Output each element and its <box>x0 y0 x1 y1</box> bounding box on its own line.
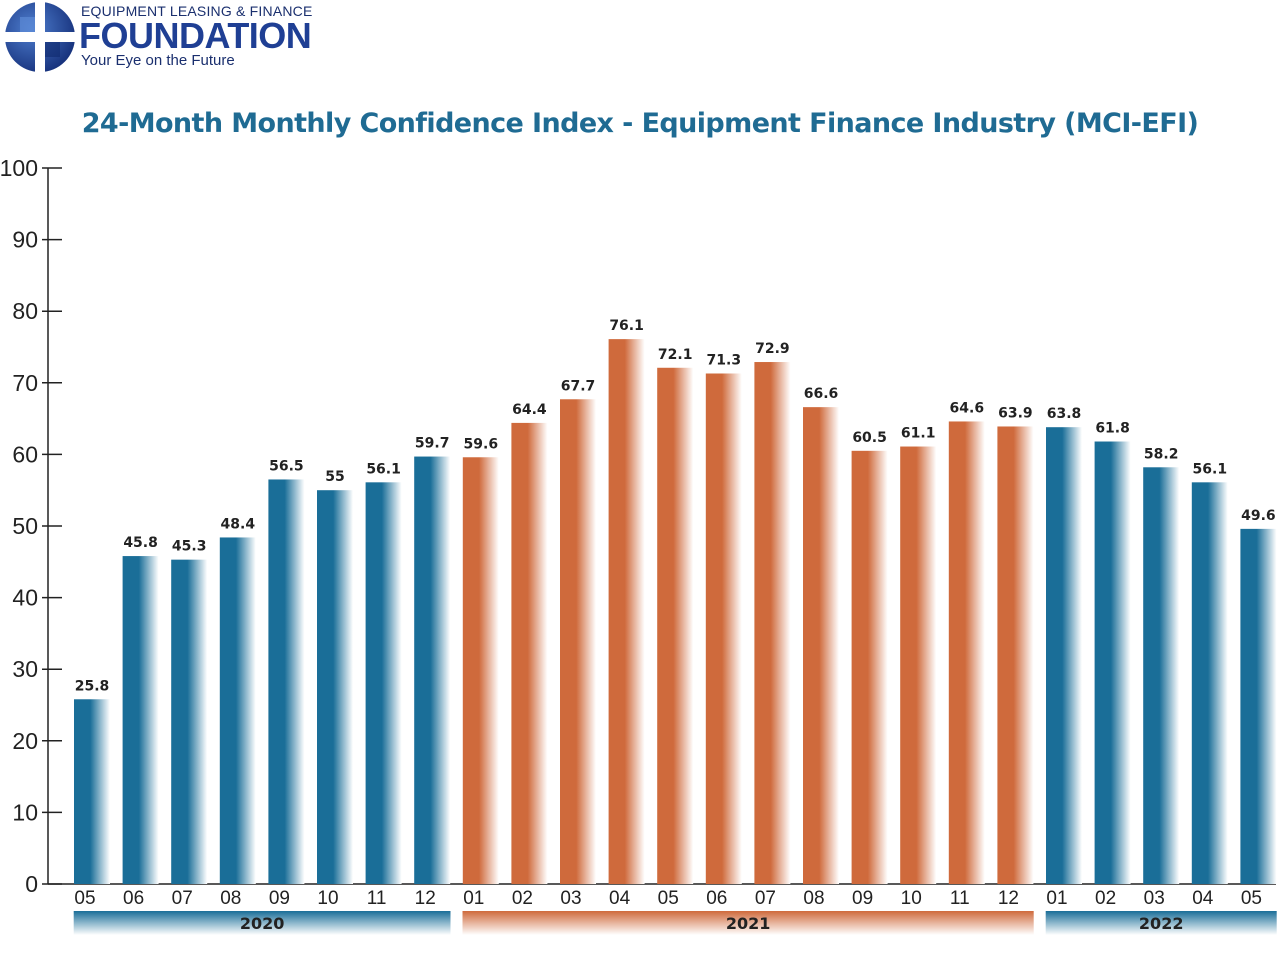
bar <box>268 479 305 884</box>
data-label: 55 <box>325 469 344 485</box>
x-tick-label: 03 <box>560 888 581 909</box>
bar <box>657 367 694 884</box>
bar <box>1143 467 1180 884</box>
year-band <box>462 911 1034 935</box>
x-tick-label: 04 <box>609 888 631 909</box>
bar <box>803 407 839 884</box>
x-tick-label: 09 <box>852 888 873 909</box>
x-tick-label: 07 <box>172 888 193 909</box>
data-label: 61.1 <box>901 426 936 442</box>
foundation-logo: EQUIPMENT LEASING & FINANCE FOUNDATION Y… <box>0 0 340 80</box>
data-label: 64.6 <box>950 400 985 416</box>
bar <box>948 421 985 884</box>
bar <box>608 339 645 884</box>
x-tick-label: 07 <box>755 888 776 909</box>
y-tick-label: 10 <box>12 799 38 825</box>
data-label: 60.5 <box>852 430 887 446</box>
data-label: 61.8 <box>1095 421 1130 437</box>
x-tick-label: 10 <box>317 888 338 909</box>
data-label: 59.6 <box>464 436 499 452</box>
x-tick-label: 01 <box>1046 888 1067 909</box>
data-label: 56.1 <box>366 461 401 477</box>
bar <box>851 450 888 884</box>
y-tick-label: 30 <box>12 656 38 682</box>
x-tick-label: 11 <box>367 888 387 909</box>
data-label: 45.8 <box>123 535 158 551</box>
x-tick-label: 12 <box>998 888 1019 909</box>
bar <box>705 373 742 884</box>
x-tick-label: 02 <box>1095 888 1116 909</box>
x-tick-label: 11 <box>950 888 970 909</box>
globe-logo-icon <box>5 2 75 72</box>
data-label: 63.8 <box>1047 406 1082 422</box>
bar <box>74 699 110 884</box>
x-tick-label: 08 <box>220 888 241 909</box>
bar <box>997 426 1034 884</box>
y-tick-label: 60 <box>12 441 38 467</box>
data-label: 64.4 <box>512 402 547 418</box>
x-tick-label: 06 <box>123 888 144 909</box>
year-label: 2022 <box>1139 914 1184 933</box>
bar <box>1094 441 1131 884</box>
year-label: 2021 <box>726 914 771 933</box>
bar <box>1046 427 1082 884</box>
y-tick-label: 70 <box>12 370 38 396</box>
x-tick-label: 03 <box>1144 888 1165 909</box>
bar <box>754 362 791 884</box>
bar <box>511 422 548 884</box>
data-label: 48.4 <box>221 516 256 532</box>
bar <box>560 399 596 884</box>
logo-wordmark: FOUNDATION <box>79 15 312 56</box>
data-label: 59.7 <box>415 436 450 452</box>
data-label: 49.6 <box>1241 508 1276 524</box>
x-tick-label: 05 <box>74 888 95 909</box>
bar <box>171 559 208 884</box>
x-tick-label: 06 <box>706 888 727 909</box>
data-label: 58.2 <box>1144 446 1179 462</box>
data-label: 63.9 <box>998 405 1033 421</box>
data-label: 66.6 <box>804 386 839 402</box>
x-tick-label: 01 <box>463 888 484 909</box>
data-label: 67.7 <box>561 378 596 394</box>
data-label: 72.1 <box>658 347 693 363</box>
bar <box>365 482 402 884</box>
bar <box>414 456 451 884</box>
data-label: 72.9 <box>755 341 790 357</box>
y-tick-label: 20 <box>12 728 38 754</box>
x-tick-label: 08 <box>803 888 824 909</box>
bar <box>219 537 256 884</box>
bar <box>1191 482 1228 884</box>
bar <box>900 446 937 884</box>
x-tick-label: 10 <box>901 888 922 909</box>
y-tick-label: 80 <box>12 298 38 324</box>
year-label: 2020 <box>240 914 285 933</box>
x-tick-label: 05 <box>658 888 679 909</box>
year-band <box>1045 911 1277 935</box>
data-label: 76.1 <box>609 318 644 334</box>
bar <box>462 457 499 884</box>
y-tick-label: 100 <box>0 155 38 181</box>
chart-title: 24-Month Monthly Confidence Index - Equi… <box>81 108 1199 139</box>
bar <box>122 556 159 884</box>
x-tick-label: 12 <box>415 888 436 909</box>
y-tick-label: 0 <box>25 871 38 897</box>
x-tick-label: 05 <box>1241 888 1262 909</box>
y-tick-label: 40 <box>12 585 38 611</box>
x-tick-label: 02 <box>512 888 533 909</box>
y-tick-label: 90 <box>12 227 38 253</box>
logo-line1: EQUIPMENT LEASING & FINANCE <box>81 3 313 19</box>
data-label: 56.5 <box>269 458 304 474</box>
bar <box>317 490 353 884</box>
data-label: 45.3 <box>172 539 207 555</box>
data-label: 56.1 <box>1193 461 1228 477</box>
x-tick-label: 09 <box>269 888 290 909</box>
data-label: 25.8 <box>75 678 110 694</box>
data-label: 71.3 <box>707 352 742 368</box>
bar <box>1240 528 1277 884</box>
x-tick-label: 04 <box>1192 888 1214 909</box>
logo-tagline: Your Eye on the Future <box>81 52 235 69</box>
year-band <box>73 911 451 935</box>
y-tick-label: 50 <box>12 513 38 539</box>
